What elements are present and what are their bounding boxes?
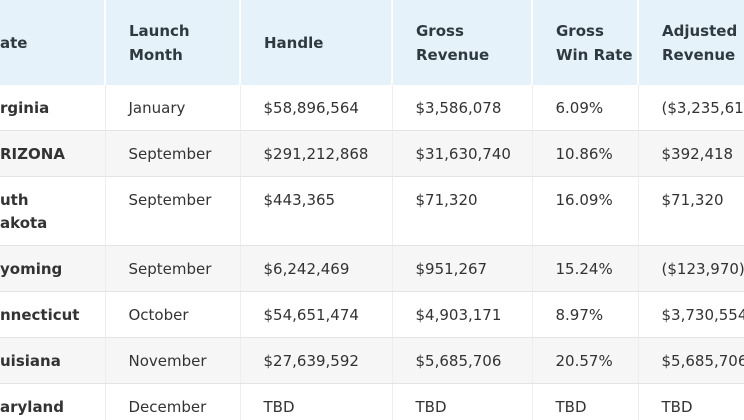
table-cell: $4,903,171 [391, 291, 532, 338]
state-cell: yoming [0, 245, 105, 292]
header-row: ate Launch Month Handle Gross Revenue Gross … [0, 0, 744, 85]
table-row: RIZONA September $291,212,868 $31,630,740 10… [0, 130, 744, 177]
table-cell: 16.09% [531, 176, 638, 246]
header-cell: Handle [239, 0, 392, 85]
table-cell: $291,212,868 [239, 130, 392, 177]
table-cell: TBD [637, 383, 744, 420]
table-row: aryland December TBD TBD TBD TBD [0, 383, 744, 420]
state-cell: aryland [0, 383, 105, 420]
table-row: nnecticut October $54,651,474 $4,903,171 8.9… [0, 291, 744, 338]
state-cell: rginia [0, 85, 105, 131]
table-row: uisiana November $27,639,592 $5,685,706 20.5… [0, 337, 744, 384]
table-cell: September [104, 130, 240, 177]
table-body: rginia January $58,896,564 $3,586,078 6.09%(… [0, 85, 744, 420]
header-cell: Gross Revenue [391, 0, 532, 85]
table-cell: October [104, 291, 240, 338]
table-cell: $3,586,078 [391, 85, 532, 131]
table-cell: ($3,235,61 [637, 85, 744, 131]
table-row: uth akota September $443,365 $71,320 16.09% $… [0, 176, 744, 246]
table-cell: $27,639,592 [239, 337, 392, 384]
header-cell: Gross Win Rate [531, 0, 638, 85]
table-cell: December [104, 383, 240, 420]
state-cell: nnecticut [0, 291, 105, 338]
table-cell: $58,896,564 [239, 85, 392, 131]
table-cell: September [104, 245, 240, 292]
header-cell: Adjusted Revenue [637, 0, 744, 85]
table-cell: $3,730,554 [637, 291, 744, 338]
table-cell: September [104, 176, 240, 246]
table-cell: $54,651,474 [239, 291, 392, 338]
table-cell: $31,630,740 [391, 130, 532, 177]
table-cell: 8.97% [531, 291, 638, 338]
table-cell: $71,320 [637, 176, 744, 246]
table-cell: $951,267 [391, 245, 532, 292]
table-cell: 15.24% [531, 245, 638, 292]
table-cell: TBD [391, 383, 532, 420]
header-cell: Launch Month [104, 0, 240, 85]
table-cell: January [104, 85, 240, 131]
table-row: yoming September $6,242,469 $951,267 15.24%(… [0, 245, 744, 292]
table-cell: $443,365 [239, 176, 392, 246]
table-cell: 20.57% [531, 337, 638, 384]
table-cell: $392,418 [637, 130, 744, 177]
table-cell: TBD [531, 383, 638, 420]
table-cell: $71,320 [391, 176, 532, 246]
table-cell: TBD [239, 383, 392, 420]
table-cell: 10.86% [531, 130, 638, 177]
table-cell: 6.09% [531, 85, 638, 131]
table-row: rginia January $58,896,564 $3,586,078 6.09%(… [0, 85, 744, 131]
state-cell: RIZONA [0, 130, 105, 177]
header-cell: ate [0, 0, 105, 85]
table-cell: ($123,970) [637, 245, 744, 292]
state-cell: uisiana [0, 337, 105, 384]
table-cell: $5,685,706 [637, 337, 744, 384]
table-cell: $5,685,706 [391, 337, 532, 384]
table-cell: November [104, 337, 240, 384]
table-cell: $6,242,469 [239, 245, 392, 292]
state-cell: uth akota [0, 176, 105, 246]
